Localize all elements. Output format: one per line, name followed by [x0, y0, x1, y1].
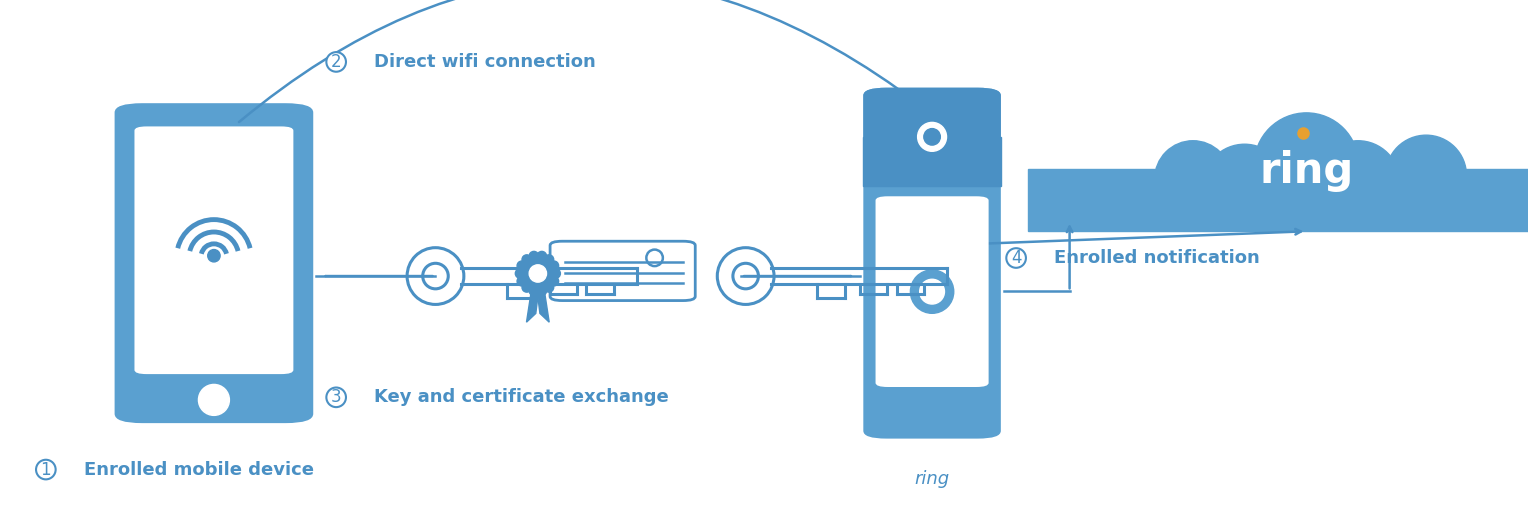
Ellipse shape — [924, 128, 940, 145]
Ellipse shape — [327, 388, 345, 407]
Ellipse shape — [1254, 113, 1358, 217]
Ellipse shape — [920, 279, 944, 304]
Ellipse shape — [552, 269, 561, 278]
Text: Enrolled notification: Enrolled notification — [1054, 249, 1261, 267]
FancyBboxPatch shape — [863, 88, 1001, 186]
Ellipse shape — [911, 270, 953, 313]
Ellipse shape — [1316, 141, 1400, 224]
Bar — [1028, 169, 1528, 231]
Ellipse shape — [199, 384, 229, 415]
Ellipse shape — [516, 261, 527, 270]
Text: 4: 4 — [1012, 249, 1021, 267]
Ellipse shape — [1203, 144, 1287, 228]
Text: 2: 2 — [332, 53, 341, 71]
Text: Enrolled mobile device: Enrolled mobile device — [84, 461, 315, 478]
Ellipse shape — [918, 122, 946, 151]
Text: 1: 1 — [41, 461, 50, 478]
Ellipse shape — [1155, 141, 1232, 217]
Ellipse shape — [1073, 175, 1128, 231]
FancyArrowPatch shape — [238, 0, 921, 122]
Text: Direct wifi connection: Direct wifi connection — [374, 53, 596, 71]
Ellipse shape — [515, 269, 524, 278]
Ellipse shape — [529, 251, 539, 261]
FancyBboxPatch shape — [863, 88, 1001, 439]
Text: Key and certificate exchange: Key and certificate exchange — [374, 389, 669, 406]
Ellipse shape — [208, 250, 220, 262]
Ellipse shape — [536, 251, 547, 261]
Ellipse shape — [327, 52, 345, 72]
Text: ring: ring — [915, 470, 949, 488]
Ellipse shape — [516, 277, 527, 286]
Bar — [863, 137, 1001, 186]
Ellipse shape — [523, 283, 532, 292]
Ellipse shape — [1007, 248, 1025, 268]
Polygon shape — [527, 288, 539, 322]
Ellipse shape — [544, 255, 553, 264]
Text: 3: 3 — [332, 389, 341, 406]
Ellipse shape — [529, 265, 547, 282]
Ellipse shape — [536, 286, 547, 296]
Ellipse shape — [1386, 135, 1467, 216]
Ellipse shape — [523, 255, 532, 264]
Ellipse shape — [37, 460, 55, 479]
FancyBboxPatch shape — [134, 126, 293, 374]
Ellipse shape — [549, 277, 559, 286]
Ellipse shape — [1484, 171, 1528, 229]
Ellipse shape — [529, 286, 539, 296]
Ellipse shape — [524, 260, 552, 287]
Text: ring: ring — [1259, 150, 1354, 192]
Ellipse shape — [544, 283, 553, 292]
Polygon shape — [536, 288, 549, 322]
FancyBboxPatch shape — [115, 103, 313, 423]
Ellipse shape — [549, 261, 559, 270]
FancyBboxPatch shape — [876, 196, 989, 387]
